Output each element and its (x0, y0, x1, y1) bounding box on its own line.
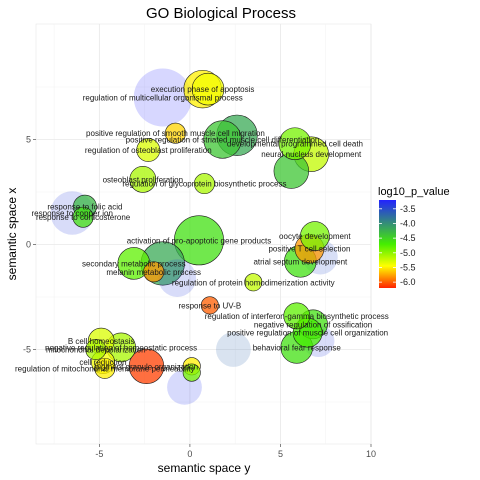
bubble-label: secondary metabolic process (82, 259, 186, 268)
y-tick-label: 5 (26, 135, 31, 145)
bubble (94, 357, 116, 379)
bubble-label: response to folic acid (47, 203, 122, 212)
bubble (244, 273, 263, 292)
legend-tick-label: -5.5 (400, 262, 416, 272)
x-tick-label: 10 (366, 449, 376, 459)
bubble-label: developmental programmed cell death (227, 140, 363, 149)
bubble-label: regulation of protein homodimerization a… (172, 278, 335, 287)
bubble-label: mitochondrial depolarization (46, 346, 146, 355)
bubble-label: oocyte development (279, 232, 351, 241)
legend-tick-label: -4.0 (400, 218, 416, 228)
bubble (133, 68, 192, 127)
bubble-label: activation of pro-apoptotic gene product… (127, 236, 272, 245)
bubble-label: melanin metabolic process (106, 268, 201, 277)
legend-tick-label: -6.0 (400, 277, 416, 287)
x-axis-ticks: -5 0 5 10 (95, 444, 376, 459)
bubble (164, 122, 186, 144)
bubble (136, 138, 161, 162)
y-axis-title: semantic space x (5, 188, 19, 281)
bubble-label: response to copper ion (32, 209, 113, 218)
bubble (128, 348, 165, 384)
y-axis-ticks: -5 0 5 (23, 135, 36, 355)
bubble-label: negative regulation of homeostatic proce… (45, 343, 197, 352)
bubble-label: execution phase of apoptosis (151, 85, 255, 94)
color-legend: log10_p_value -3.5 -4.0 -4.5 -5.0 -5.5 -6.0 (378, 186, 450, 288)
bubble (85, 339, 107, 360)
bubble-label: negative regulation of ossification (254, 320, 372, 329)
bubble-label: behavioral fear response (253, 343, 342, 352)
bubble-label: response to UV-B (178, 301, 241, 310)
bubble (182, 363, 201, 382)
bubble-labels: regulation of multicellular organismal p… (15, 85, 389, 373)
bubble-label: positive regulation of muscle cell organ… (227, 329, 388, 338)
bubble (193, 173, 215, 195)
bubble (203, 120, 242, 159)
bubble-label: B cell homeostasis (68, 337, 135, 346)
bubbles (50, 68, 338, 405)
bubble-label: pigment granule organization (95, 362, 198, 371)
bubble (215, 332, 251, 367)
bubble-label: regulation of mitochondrial membrane per… (15, 364, 195, 373)
legend-tick-label: -3.5 (400, 204, 416, 214)
bubble-label: regulation of multicellular organismal p… (83, 94, 243, 103)
y-tick-label: 0 (26, 240, 31, 250)
bubble (143, 261, 165, 283)
bubble-label: response to corticosterone (36, 213, 131, 222)
x-tick-label: 0 (187, 449, 192, 459)
bubble-label: positive regulation of striated muscle c… (126, 136, 320, 145)
bubble (191, 72, 225, 106)
legend-tick-label: -4.5 (400, 233, 416, 243)
bubble (300, 221, 330, 251)
bubble-label: positive regulation of smooth muscle cel… (86, 129, 265, 138)
x-axis-title: semantic space y (158, 461, 251, 475)
bubble (174, 215, 224, 266)
bubble-label: regulation of osteoblast proliferation (85, 146, 212, 155)
bubble-label: osteoblast proliferation (103, 175, 184, 184)
x-tick-label: -5 (95, 449, 103, 459)
chart-title: GO Biological Process (146, 5, 296, 22)
bubble (200, 296, 219, 315)
bubble (72, 206, 94, 228)
bubble-label: cell reduction (79, 358, 126, 367)
bubble-label: neural nucleus development (261, 150, 362, 159)
bubble-label: regulation of glycoprotein biosynthetic … (122, 180, 286, 189)
bubble (158, 259, 197, 297)
bubble (278, 127, 312, 160)
bubble-label: regulation of interferon-gamma biosynthe… (205, 312, 389, 321)
bubble-label: positive T cell selection (268, 245, 350, 254)
y-tick-label: -5 (23, 345, 31, 355)
legend-tick-label: -5.0 (400, 248, 416, 258)
bubble-label: atrial septum development (253, 257, 348, 266)
legend-title: log10_p_value (378, 186, 450, 198)
legend-ticks: -3.5 -4.0 -4.5 -5.0 -5.5 -6.0 (379, 204, 416, 287)
bubble (129, 166, 157, 193)
legend-color-bar (379, 200, 396, 288)
x-tick-label: 5 (278, 449, 283, 459)
bubble (283, 302, 311, 330)
